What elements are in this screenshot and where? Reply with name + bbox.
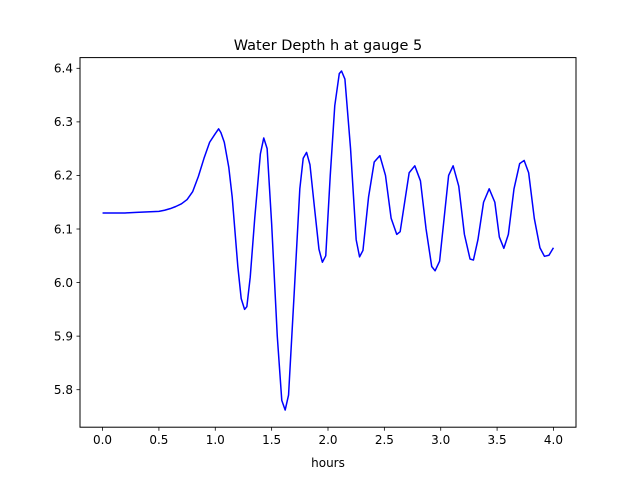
y-tick-label: 6.2 [54, 169, 73, 183]
x-axis-label: hours [311, 456, 345, 470]
y-tick-label: 6.3 [54, 115, 73, 129]
x-tick-label: 3.0 [431, 433, 450, 447]
x-tick-label: 1.5 [262, 433, 281, 447]
plot-area [102, 70, 555, 411]
y-axis-ticks: 5.8 5.9 6.0 6.1 6.2 6.3 6.4 [54, 62, 80, 397]
x-tick-label: 4.0 [544, 433, 563, 447]
series-line-0 [102, 70, 555, 411]
chart-title: Water Depth h at gauge 5 [234, 38, 422, 54]
x-tick-label: 0.5 [149, 433, 168, 447]
y-tick-label: 5.9 [54, 329, 73, 343]
y-tick-label: 5.8 [54, 383, 73, 397]
x-tick-label: 3.5 [488, 433, 507, 447]
x-tick-label: 1.0 [206, 433, 225, 447]
axes-frame [79, 57, 577, 428]
x-tick-label: 2.0 [318, 433, 337, 447]
y-tick-label: 6.0 [54, 276, 73, 290]
x-axis-ticks: 0.0 0.5 1.0 1.5 2.0 2.5 3.0 3.5 4.0 [93, 427, 563, 447]
y-tick-label: 6.4 [54, 62, 73, 76]
x-tick-label: 0.0 [93, 433, 112, 447]
y-tick-label: 6.1 [54, 222, 73, 236]
x-tick-label: 2.5 [375, 433, 394, 447]
